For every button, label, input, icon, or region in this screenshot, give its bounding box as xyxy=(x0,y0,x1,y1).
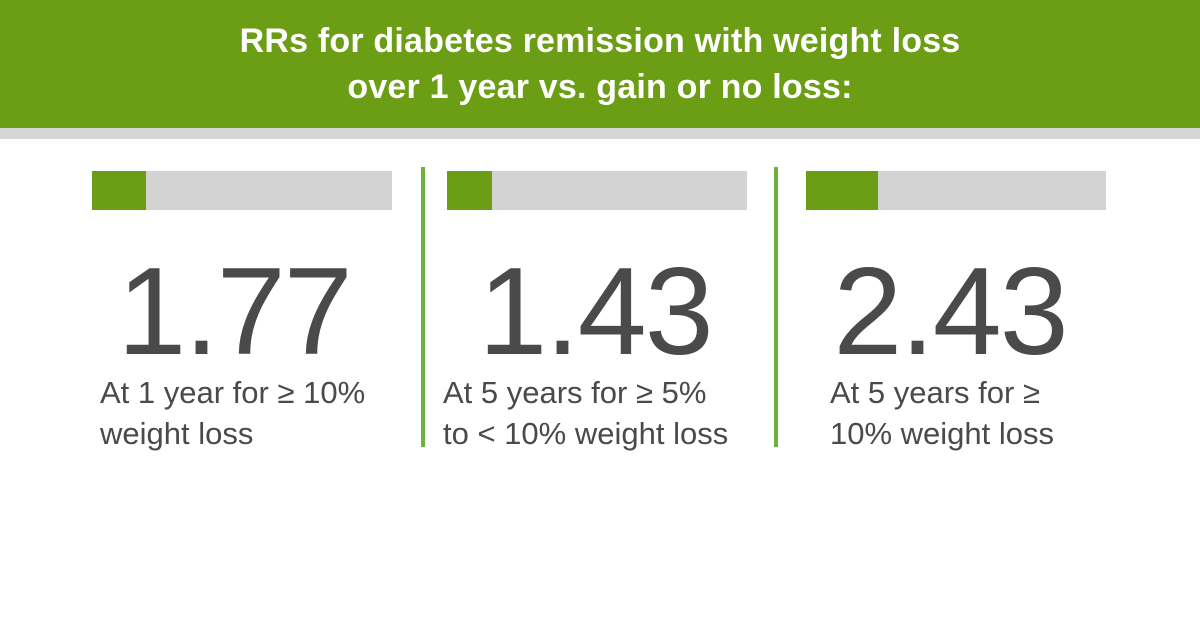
caption-3-line-2: 10% weight loss xyxy=(830,416,1055,451)
caption-1-line-2: weight loss xyxy=(100,416,254,451)
header-divider xyxy=(0,128,1200,139)
caption-1-line-1: At 1 year for ≥ 10% xyxy=(100,375,366,410)
stat-caption-3: At 5 years for ≥ 10% weight loss xyxy=(830,372,1054,454)
bar-fill-1 xyxy=(92,171,146,210)
title-line-2: over 1 year vs. gain or no loss: xyxy=(347,68,853,106)
header-banner: RRs for diabetes remission with weight l… xyxy=(0,0,1200,128)
bar-track-1 xyxy=(92,171,392,210)
bar-fill-2 xyxy=(447,171,492,210)
bar-fill-3 xyxy=(806,171,878,210)
bar-track-2 xyxy=(447,171,747,210)
stat-value-2: 1.43 xyxy=(478,243,713,381)
stat-value-1: 1.77 xyxy=(117,243,352,381)
caption-2-line-1: At 5 years for ≥ 5% xyxy=(443,375,707,410)
caption-3-line-1: At 5 years for ≥ xyxy=(830,375,1040,410)
stat-caption-1: At 1 year for ≥ 10% weight loss xyxy=(100,372,365,454)
column-divider-2 xyxy=(774,167,778,447)
stat-value-3: 2.43 xyxy=(833,243,1068,381)
stat-caption-2: At 5 years for ≥ 5% to < 10% weight loss xyxy=(443,372,728,454)
bar-track-3 xyxy=(806,171,1106,210)
page-title: RRs for diabetes remission with weight l… xyxy=(220,18,980,110)
caption-2-line-2: to < 10% weight loss xyxy=(443,416,729,451)
title-line-1: RRs for diabetes remission with weight l… xyxy=(239,22,961,60)
column-divider-1 xyxy=(421,167,425,447)
